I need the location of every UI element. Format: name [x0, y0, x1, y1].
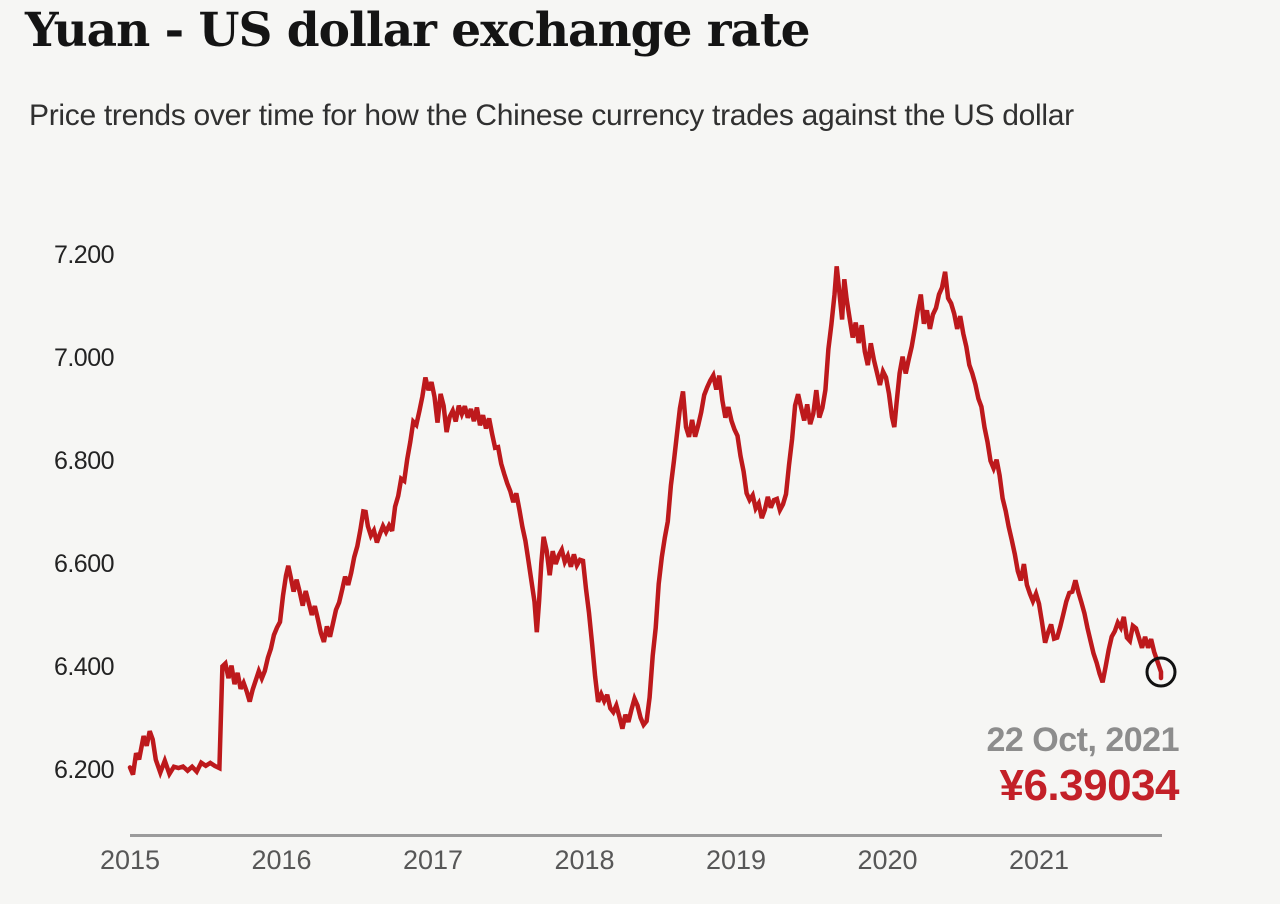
page-title: Yuan - US dollar exchange rate: [25, 3, 811, 58]
y-axis-tick-label: 6.400: [53, 653, 115, 681]
y-axis-tick-label: 6.200: [53, 756, 115, 784]
annotation-date: 22 Oct, 2021: [986, 721, 1180, 759]
x-axis-tick-label: 2018: [554, 845, 615, 875]
x-axis-tick-label: 2015: [99, 845, 161, 875]
x-axis-tick-label: 2019: [705, 845, 767, 875]
annotation-price: ¥6.39034: [999, 761, 1179, 811]
latest-value-annotation: 22 Oct, 2021 ¥6.39034: [986, 721, 1180, 811]
y-axis-tick-label: 6.800: [53, 447, 115, 475]
chart-subtitle: Price trends over time for how the Chine…: [29, 99, 1074, 132]
x-axis-tick-label: 2020: [857, 845, 918, 875]
current-value-marker: [1145, 656, 1177, 688]
y-axis-tick-label: 6.600: [53, 550, 115, 578]
x-axis-tick-label: 2016: [251, 845, 312, 875]
y-axis-tick-label: 7.200: [53, 241, 115, 269]
x-axis-tick-label: 2021: [1008, 845, 1070, 875]
rate-line: [127, 266, 1164, 780]
x-axis-tick-label: 2017: [402, 845, 464, 875]
y-axis-tick-label: 7.000: [53, 344, 115, 372]
